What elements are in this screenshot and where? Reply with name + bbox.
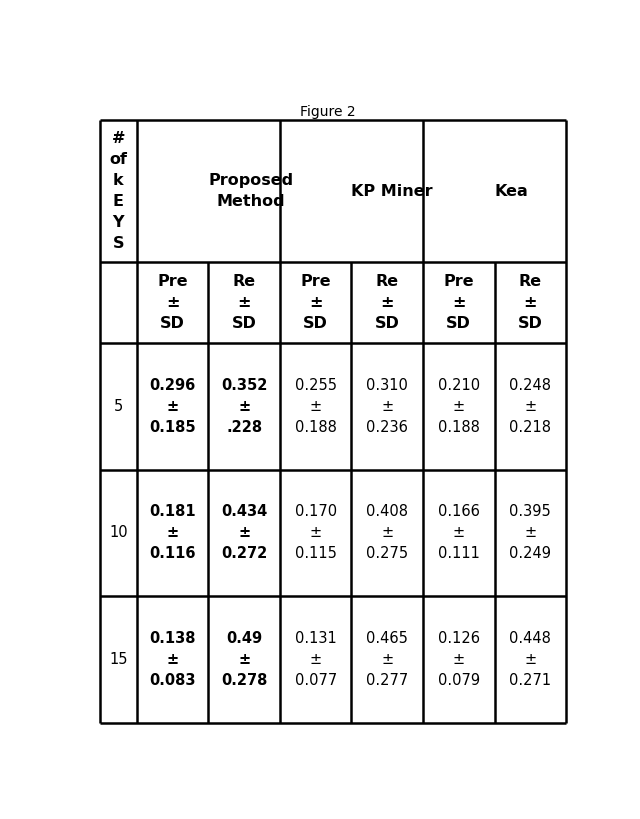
Text: 0.181
±
0.116: 0.181 ± 0.116 xyxy=(149,505,196,561)
Text: 0.434
±
0.272: 0.434 ± 0.272 xyxy=(221,505,268,561)
Text: Pre
±
SD: Pre ± SD xyxy=(300,274,331,331)
Text: Proposed
Method: Proposed Method xyxy=(209,173,294,209)
Text: 0.131
±
0.077: 0.131 ± 0.077 xyxy=(294,631,337,688)
Text: Pre
±
SD: Pre ± SD xyxy=(157,274,188,331)
Text: 0.296
±
0.185: 0.296 ± 0.185 xyxy=(149,378,196,435)
Text: 10: 10 xyxy=(109,526,127,541)
Text: 0.166
±
0.111: 0.166 ± 0.111 xyxy=(438,505,480,561)
Text: 0.255
±
0.188: 0.255 ± 0.188 xyxy=(294,378,337,435)
Text: Pre
±
SD: Pre ± SD xyxy=(444,274,474,331)
Text: 0.138
±
0.083: 0.138 ± 0.083 xyxy=(149,631,196,688)
Text: #
of
k
E
Y
S: # of k E Y S xyxy=(109,131,127,251)
Text: 0.395
±
0.249: 0.395 ± 0.249 xyxy=(509,505,551,561)
Text: Re
±
SD: Re ± SD xyxy=(232,274,257,331)
Text: 0.126
±
0.079: 0.126 ± 0.079 xyxy=(438,631,480,688)
Text: Kea: Kea xyxy=(495,183,528,199)
Text: 0.408
±
0.275: 0.408 ± 0.275 xyxy=(366,505,408,561)
Text: 0.310
±
0.236: 0.310 ± 0.236 xyxy=(366,378,408,435)
Text: 0.248
±
0.218: 0.248 ± 0.218 xyxy=(509,378,551,435)
Text: Figure 2: Figure 2 xyxy=(300,105,356,119)
Text: 5: 5 xyxy=(114,399,123,414)
Text: Re
±
SD: Re ± SD xyxy=(518,274,543,331)
Text: 0.465
±
0.277: 0.465 ± 0.277 xyxy=(366,631,408,688)
Text: Re
±
SD: Re ± SD xyxy=(375,274,399,331)
Text: 0.448
±
0.271: 0.448 ± 0.271 xyxy=(509,631,552,688)
Text: 15: 15 xyxy=(109,652,127,667)
Text: KP Miner: KP Miner xyxy=(351,183,433,199)
Text: 0.49
±
0.278: 0.49 ± 0.278 xyxy=(221,631,268,688)
Text: 0.210
±
0.188: 0.210 ± 0.188 xyxy=(438,378,480,435)
Text: 0.170
±
0.115: 0.170 ± 0.115 xyxy=(294,505,337,561)
Text: 0.352
±
.228: 0.352 ± .228 xyxy=(221,378,268,435)
